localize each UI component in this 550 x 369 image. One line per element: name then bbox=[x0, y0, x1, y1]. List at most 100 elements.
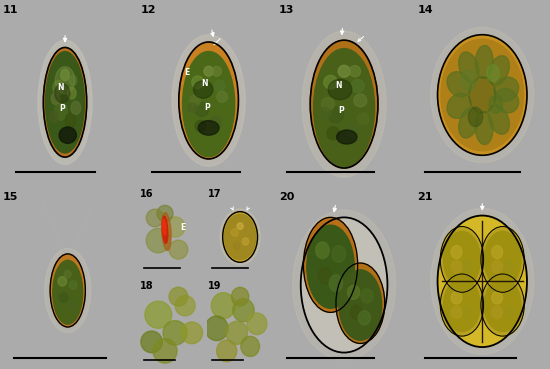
Ellipse shape bbox=[50, 111, 58, 123]
Ellipse shape bbox=[441, 39, 524, 151]
Ellipse shape bbox=[224, 214, 256, 260]
Ellipse shape bbox=[443, 279, 480, 331]
Ellipse shape bbox=[195, 103, 208, 117]
Ellipse shape bbox=[339, 270, 382, 340]
Ellipse shape bbox=[451, 245, 462, 259]
Ellipse shape bbox=[211, 293, 235, 319]
Ellipse shape bbox=[462, 260, 473, 273]
Ellipse shape bbox=[318, 268, 332, 284]
Text: P: P bbox=[338, 106, 344, 115]
Ellipse shape bbox=[162, 216, 168, 243]
Ellipse shape bbox=[324, 75, 337, 89]
Ellipse shape bbox=[492, 306, 503, 318]
Ellipse shape bbox=[223, 212, 257, 262]
Ellipse shape bbox=[438, 35, 527, 155]
Ellipse shape bbox=[68, 301, 75, 309]
Ellipse shape bbox=[162, 213, 171, 251]
Ellipse shape bbox=[204, 66, 213, 76]
Ellipse shape bbox=[241, 336, 260, 356]
Ellipse shape bbox=[481, 274, 524, 336]
Ellipse shape bbox=[307, 225, 354, 308]
Ellipse shape bbox=[459, 107, 479, 138]
Ellipse shape bbox=[194, 81, 213, 98]
Ellipse shape bbox=[65, 113, 76, 128]
Ellipse shape bbox=[328, 107, 344, 123]
Ellipse shape bbox=[64, 270, 72, 278]
Ellipse shape bbox=[53, 260, 82, 324]
Ellipse shape bbox=[494, 89, 519, 113]
Ellipse shape bbox=[169, 240, 188, 259]
Text: 14: 14 bbox=[417, 6, 433, 15]
Ellipse shape bbox=[357, 113, 369, 125]
Ellipse shape bbox=[69, 281, 77, 289]
Ellipse shape bbox=[503, 306, 513, 318]
Ellipse shape bbox=[146, 228, 170, 253]
Text: 16: 16 bbox=[140, 189, 153, 199]
Ellipse shape bbox=[183, 52, 235, 157]
Ellipse shape bbox=[440, 274, 483, 336]
Ellipse shape bbox=[165, 217, 185, 237]
Ellipse shape bbox=[431, 27, 534, 163]
Ellipse shape bbox=[492, 245, 503, 259]
Ellipse shape bbox=[169, 287, 188, 306]
Ellipse shape bbox=[469, 77, 496, 113]
Ellipse shape bbox=[226, 321, 248, 344]
Ellipse shape bbox=[462, 306, 473, 318]
Ellipse shape bbox=[329, 275, 343, 292]
Ellipse shape bbox=[220, 209, 260, 265]
Ellipse shape bbox=[328, 79, 352, 100]
Ellipse shape bbox=[179, 42, 238, 159]
Ellipse shape bbox=[55, 67, 75, 94]
Text: P: P bbox=[59, 104, 65, 113]
Ellipse shape bbox=[492, 292, 503, 304]
Text: E: E bbox=[184, 68, 190, 77]
Ellipse shape bbox=[327, 127, 340, 140]
Text: 18: 18 bbox=[140, 281, 153, 291]
Ellipse shape bbox=[198, 121, 219, 135]
Ellipse shape bbox=[475, 45, 493, 79]
Text: E: E bbox=[180, 223, 185, 232]
Ellipse shape bbox=[46, 52, 85, 153]
Ellipse shape bbox=[488, 56, 509, 85]
Text: 17: 17 bbox=[208, 189, 222, 199]
Ellipse shape bbox=[163, 321, 187, 345]
Ellipse shape bbox=[301, 217, 387, 352]
Ellipse shape bbox=[59, 293, 68, 303]
Ellipse shape bbox=[350, 305, 362, 320]
Ellipse shape bbox=[503, 260, 513, 273]
Ellipse shape bbox=[481, 227, 524, 292]
Ellipse shape bbox=[157, 205, 173, 222]
Ellipse shape bbox=[484, 279, 521, 331]
Ellipse shape bbox=[45, 248, 91, 332]
Ellipse shape bbox=[469, 107, 483, 127]
Ellipse shape bbox=[172, 35, 245, 166]
Text: 13: 13 bbox=[279, 6, 294, 15]
Ellipse shape bbox=[190, 95, 200, 106]
Ellipse shape bbox=[314, 49, 375, 167]
Ellipse shape bbox=[210, 116, 222, 129]
Ellipse shape bbox=[438, 215, 527, 347]
Ellipse shape bbox=[351, 79, 364, 92]
Ellipse shape bbox=[338, 65, 350, 77]
Ellipse shape bbox=[489, 95, 503, 113]
Ellipse shape bbox=[231, 229, 238, 236]
Ellipse shape bbox=[293, 210, 395, 360]
Ellipse shape bbox=[459, 52, 479, 83]
Text: 11: 11 bbox=[3, 6, 18, 15]
Ellipse shape bbox=[146, 209, 164, 227]
Ellipse shape bbox=[484, 231, 521, 287]
Ellipse shape bbox=[58, 277, 67, 286]
Ellipse shape bbox=[320, 108, 331, 119]
Ellipse shape bbox=[50, 254, 85, 327]
Ellipse shape bbox=[232, 287, 249, 306]
Ellipse shape bbox=[71, 101, 81, 114]
Ellipse shape bbox=[451, 260, 462, 273]
Ellipse shape bbox=[488, 105, 509, 134]
Ellipse shape bbox=[217, 340, 236, 362]
Ellipse shape bbox=[153, 339, 177, 363]
Ellipse shape bbox=[345, 123, 359, 137]
Ellipse shape bbox=[494, 77, 519, 101]
Ellipse shape bbox=[214, 80, 225, 92]
Ellipse shape bbox=[447, 93, 471, 118]
Ellipse shape bbox=[145, 301, 172, 328]
